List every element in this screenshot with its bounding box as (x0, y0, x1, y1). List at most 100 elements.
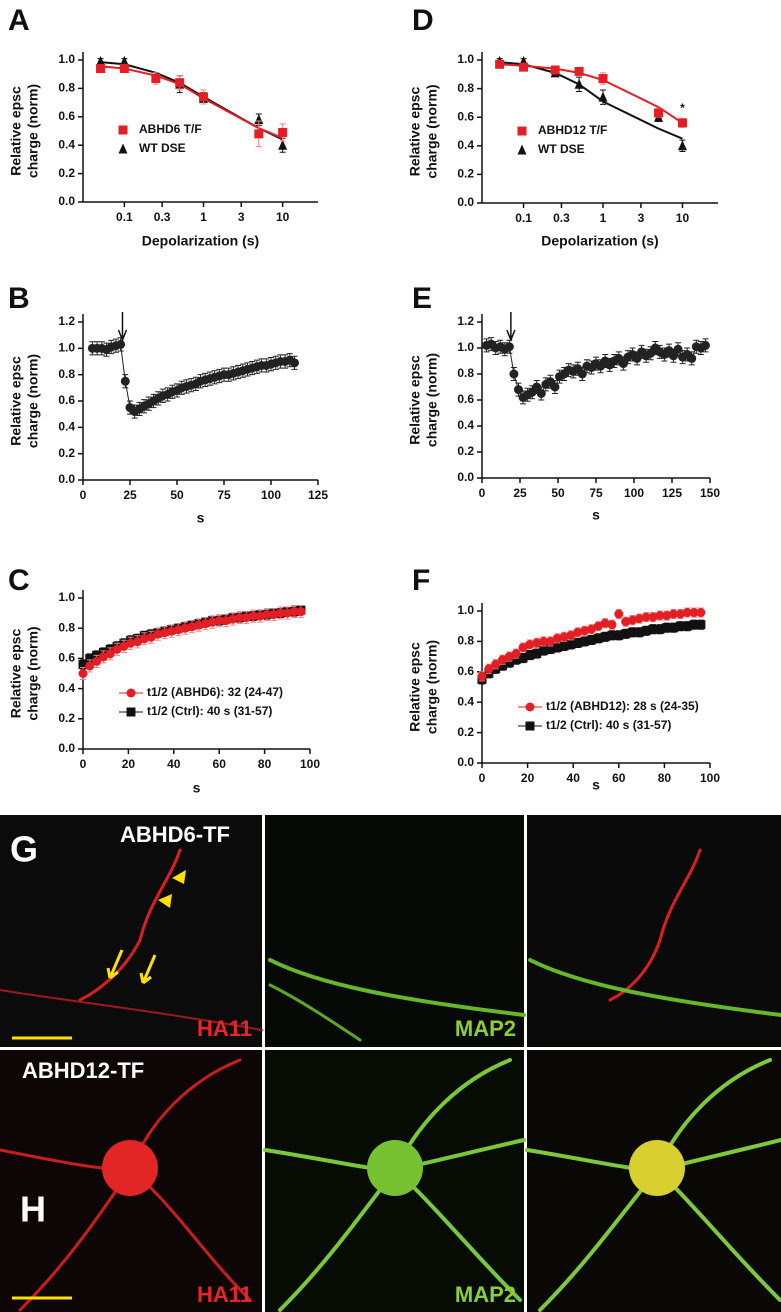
x-tick-label: 1 (600, 211, 607, 225)
x-tick-label: 75 (589, 486, 603, 500)
legend-label: ABHD12 T/F (538, 123, 607, 137)
x-tick-label: 3 (238, 210, 245, 224)
marker (662, 623, 672, 633)
y-axis-label: charge (norm) (424, 640, 440, 734)
marker (221, 616, 231, 626)
legend-label: WT DSE (139, 141, 186, 155)
arrowheads (158, 870, 186, 908)
marker (235, 613, 245, 623)
marker (614, 609, 624, 619)
marker (511, 649, 521, 659)
marker (241, 613, 251, 623)
x-tick-label: 20 (521, 771, 535, 785)
image-g-merge (527, 815, 781, 1047)
x-tick-label: 40 (567, 771, 581, 785)
marker (248, 611, 258, 621)
marker (275, 608, 285, 618)
y-tick-label: 0.8 (58, 367, 75, 381)
marker (126, 638, 136, 648)
marker (621, 629, 631, 639)
marker (545, 644, 555, 654)
micrographs (0, 815, 781, 1312)
y-axis-label: Relative epsc (407, 87, 423, 177)
marker (146, 632, 156, 642)
marker (511, 655, 521, 665)
marker (167, 626, 177, 636)
marker (700, 340, 710, 350)
x-tick-label: 25 (513, 486, 527, 500)
y-tick-label: 0.6 (58, 393, 75, 407)
marker (586, 635, 596, 645)
y-tick-label: 0.0 (457, 470, 474, 484)
marker (504, 652, 514, 662)
y-tick-label: 0.8 (457, 634, 474, 648)
y-tick-label: 1.2 (58, 314, 75, 328)
panel-label: F (412, 564, 430, 597)
x-tick-label: 0.3 (154, 210, 171, 224)
y-tick-label: 0.2 (58, 166, 75, 180)
panel-label: H (20, 1189, 46, 1230)
panel-label: A (8, 4, 30, 37)
x-axis-label: Depolarization (s) (541, 233, 658, 249)
x-tick-label: 0 (479, 486, 486, 500)
marker (126, 707, 136, 717)
marker (641, 626, 651, 636)
marker (618, 359, 628, 369)
marker (187, 622, 197, 632)
marker (484, 664, 494, 674)
marker (552, 642, 562, 652)
x-tick-label: 0 (80, 488, 87, 502)
marker (96, 64, 106, 74)
marker (532, 638, 542, 648)
marker (600, 632, 610, 642)
marker (593, 621, 603, 631)
y-tick-label: 0.2 (58, 446, 75, 460)
marker (655, 611, 665, 621)
y-tick-label: 0.6 (58, 651, 75, 665)
image-g-ha11 (0, 815, 262, 1047)
marker (525, 639, 535, 649)
marker (282, 608, 292, 618)
x-tick-label: 25 (123, 488, 137, 502)
marker (634, 627, 644, 637)
y-axis-label: charge (norm) (424, 84, 440, 178)
marker (296, 607, 306, 617)
marker (607, 630, 617, 640)
x-tick-label: 100 (700, 771, 720, 785)
legend-label: ABHD6 T/F (139, 122, 202, 136)
x-tick-label: 150 (700, 486, 720, 500)
marker (577, 369, 587, 379)
marker (198, 92, 208, 102)
legend-label: t1/2 (Ctrl): 40 s (31-57) (546, 718, 671, 732)
x-tick-label: 20 (122, 757, 136, 771)
x-tick-label: 10 (276, 210, 290, 224)
marker (151, 73, 161, 83)
marker (173, 625, 183, 635)
marker (509, 369, 519, 379)
marker (116, 339, 126, 349)
y-tick-label: 0.6 (457, 392, 474, 406)
marker (677, 140, 687, 151)
marker (673, 344, 683, 354)
marker (228, 614, 238, 624)
marker (504, 658, 514, 668)
y-tick-label: 0.6 (457, 664, 474, 678)
marker (593, 633, 603, 643)
x-tick-label: 100 (624, 486, 644, 500)
marker (290, 358, 299, 368)
marker (118, 143, 128, 154)
x-axis-label: s (592, 777, 600, 793)
annotation: * (680, 101, 685, 115)
marker (627, 615, 637, 625)
x-axis-label: Depolarization (s) (142, 233, 259, 249)
marker (517, 126, 527, 136)
x-tick-label: 1 (200, 210, 207, 224)
legend-label: WT DSE (538, 142, 585, 156)
marker (648, 612, 658, 622)
marker (689, 620, 699, 630)
image-title: ABHD12-TF (22, 1058, 144, 1083)
y-tick-label: 0.0 (58, 472, 75, 486)
marker (120, 376, 130, 386)
y-axis-label: charge (norm) (25, 84, 41, 178)
